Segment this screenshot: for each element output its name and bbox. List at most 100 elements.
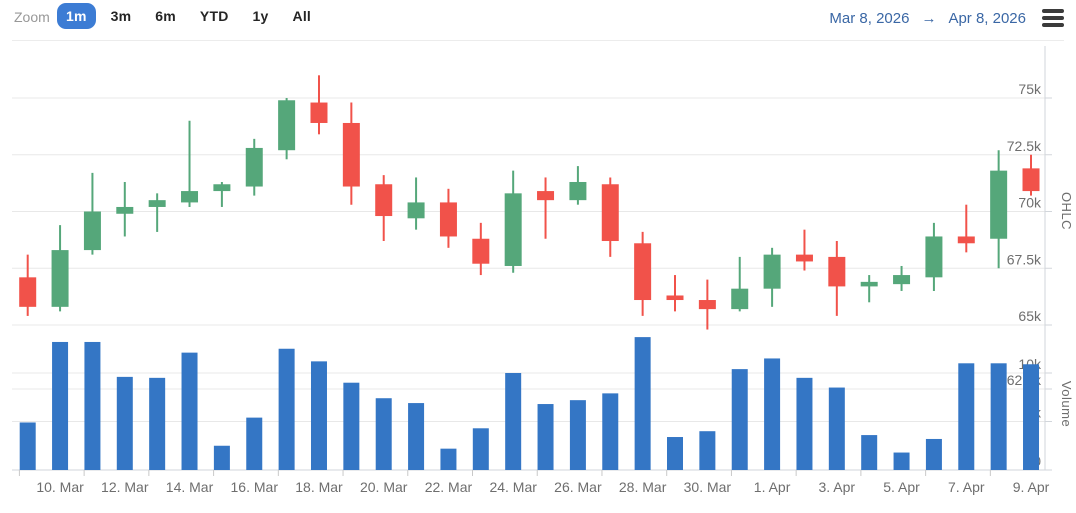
- candle[interactable]: [957, 204, 975, 253]
- candle[interactable]: [342, 102, 360, 205]
- candle[interactable]: [893, 265, 911, 291]
- candle[interactable]: [731, 256, 749, 312]
- candle[interactable]: [407, 177, 425, 230]
- candle-body: [213, 184, 231, 192]
- range-button-3m[interactable]: 3m: [102, 3, 141, 29]
- candle[interactable]: [19, 254, 37, 316]
- volume-bar[interactable]: [925, 438, 942, 470]
- candle-body: [342, 122, 360, 187]
- candle[interactable]: [439, 188, 457, 248]
- candle[interactable]: [181, 120, 199, 207]
- candle[interactable]: [278, 98, 296, 160]
- volume-bar[interactable]: [505, 373, 522, 470]
- candle[interactable]: [537, 177, 555, 239]
- volume-bar[interactable]: [472, 428, 489, 470]
- volume-bar[interactable]: [958, 363, 975, 470]
- candle[interactable]: [925, 222, 943, 291]
- volume-bar[interactable]: [84, 341, 101, 470]
- candle[interactable]: [828, 241, 846, 316]
- hamburger-menu-icon[interactable]: [1042, 7, 1066, 29]
- volume-bar[interactable]: [310, 361, 327, 470]
- volume-bar[interactable]: [861, 435, 878, 470]
- volume-bar[interactable]: [343, 382, 360, 470]
- candle[interactable]: [245, 138, 263, 196]
- volume-bar[interactable]: [602, 393, 619, 470]
- candle-body: [245, 147, 263, 187]
- x-axis-label: 7. Apr: [948, 479, 985, 495]
- candle[interactable]: [1022, 154, 1040, 196]
- volume-bar[interactable]: [149, 377, 166, 470]
- range-button-1m[interactable]: 1m: [57, 3, 96, 29]
- ohlc-axis-label: 75k: [1018, 81, 1042, 97]
- volume-bar[interactable]: [52, 341, 69, 470]
- candle[interactable]: [990, 150, 1008, 269]
- volume-bar[interactable]: [408, 403, 425, 470]
- volume-bar[interactable]: [246, 417, 263, 470]
- candle[interactable]: [116, 181, 134, 237]
- volume-bar[interactable]: [796, 377, 813, 470]
- candle[interactable]: [504, 170, 522, 273]
- candle-body: [860, 281, 878, 287]
- candle[interactable]: [213, 181, 231, 207]
- candle[interactable]: [569, 166, 587, 205]
- volume-bar[interactable]: [699, 431, 716, 470]
- candle[interactable]: [310, 75, 328, 135]
- x-axis-label: 1. Apr: [754, 479, 791, 495]
- volume-bar[interactable]: [1023, 364, 1040, 470]
- candle[interactable]: [375, 175, 393, 242]
- x-axis-label: 3. Apr: [819, 479, 856, 495]
- zoom-label: Zoom: [14, 9, 50, 25]
- volume-bar[interactable]: [375, 398, 392, 470]
- candle-body: [439, 202, 457, 237]
- x-axis-label: 18. Mar: [295, 479, 343, 495]
- range-button-6m[interactable]: 6m: [146, 3, 185, 29]
- candle[interactable]: [795, 229, 813, 271]
- range-button-all[interactable]: All: [284, 3, 321, 29]
- candle[interactable]: [148, 193, 166, 232]
- ohlc-axis-label: 72.5k: [1007, 138, 1042, 154]
- volume-bar[interactable]: [634, 337, 651, 470]
- candle-body: [698, 300, 716, 310]
- ohlc-axis-title: OHLC: [1059, 192, 1074, 230]
- candle-body: [504, 193, 522, 266]
- volume-bar[interactable]: [278, 348, 295, 470]
- volume-bar[interactable]: [667, 437, 683, 470]
- volume-bar[interactable]: [893, 452, 910, 470]
- candle[interactable]: [51, 225, 69, 312]
- volume-bar[interactable]: [990, 363, 1007, 470]
- candle-body: [51, 250, 69, 307]
- x-axis-label: 28. Mar: [619, 479, 667, 495]
- candle-body: [181, 191, 199, 203]
- candle[interactable]: [634, 231, 652, 316]
- date-range-from[interactable]: Mar 8, 2026: [829, 9, 910, 27]
- volume-bar[interactable]: [213, 445, 230, 470]
- candle-body: [407, 202, 425, 219]
- candle[interactable]: [698, 279, 716, 330]
- candle-body: [828, 256, 846, 287]
- candle-body: [148, 200, 166, 207]
- range-button-1y[interactable]: 1y: [244, 3, 278, 29]
- range-button-ytd[interactable]: YTD: [191, 3, 238, 29]
- candle-body: [666, 295, 684, 301]
- date-range-to[interactable]: Apr 8, 2026: [948, 9, 1026, 27]
- candle[interactable]: [860, 275, 878, 303]
- candle[interactable]: [83, 172, 101, 255]
- candle-body: [1022, 168, 1040, 192]
- volume-bar[interactable]: [440, 448, 457, 470]
- x-axis-label: 9. Apr: [1013, 479, 1050, 495]
- candle[interactable]: [666, 275, 684, 312]
- candle[interactable]: [601, 177, 619, 257]
- volume-bar[interactable]: [116, 376, 133, 470]
- candle-body: [763, 254, 781, 289]
- volume-bar[interactable]: [828, 387, 845, 470]
- volume-bar[interactable]: [537, 404, 554, 470]
- volume-bar[interactable]: [764, 358, 781, 470]
- volume-bar[interactable]: [181, 352, 198, 470]
- candle[interactable]: [472, 222, 490, 276]
- ohlc-axis-label: 70k: [1018, 195, 1042, 211]
- volume-bar[interactable]: [731, 369, 748, 470]
- volume-bar[interactable]: [569, 400, 586, 470]
- x-axis-label: 14. Mar: [166, 479, 214, 495]
- candle[interactable]: [763, 247, 781, 307]
- volume-bar[interactable]: [19, 422, 36, 470]
